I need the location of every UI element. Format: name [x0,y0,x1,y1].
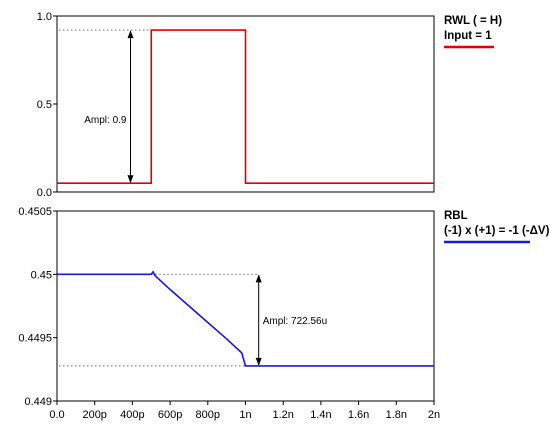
x-tick-label: 0.0 [49,409,64,421]
x-tick-label: 1.6n [348,409,369,421]
x-tick-label: 600p [158,409,182,421]
series-line [57,270,434,367]
x-tick-label: 200p [82,409,106,421]
y-tick-label: 0.0 [37,187,52,199]
legend-subtitle: (-1) x (+1) = -1 (-ΔV) [444,225,550,237]
x-tick-label: 400p [120,409,144,421]
amplitude-arrow-head-top [255,274,262,283]
legend-title: RBL [444,210,468,222]
y-tick-label: 0.449 [24,396,52,408]
amplitude-arrow-head-bottom [255,357,262,366]
rbl-x-axis: 0.0 200p 400p 600p 800p 1n 1.2n 1.4n 1.6n 1.8n 2n [49,401,440,421]
amplitude-arrow-head-top [127,30,134,39]
rbl-reference-lines [59,273,259,367]
rwl-legend: RWL ( = H) Input = 1 [444,15,502,49]
amplitude-label: Ampl: 722.56u [263,316,328,327]
x-tick-label: 1.2n [272,409,293,421]
y-tick-label: 0.5 [37,99,52,111]
legend-subtitle: Input = 1 [444,30,492,42]
rwl-amplitude-annotation: Ampl: 0.9 [84,30,134,184]
series-line [57,29,434,184]
x-tick-label: 800p [196,409,220,421]
rwl-panel: 0.0 0.5 1.0 Ampl: 0.9 RWL ( = H) Input = 1 [37,11,503,199]
rbl-plot-frame [56,210,435,402]
rbl-panel: 0.449 0.4495 0.45 0.4505 0.0 200p 400p 600p 800… [18,206,549,421]
y-tick-label: 0.45 [31,269,52,281]
amplitude-label: Ampl: 0.9 [84,115,127,126]
y-tick-label: 0.4505 [18,206,52,218]
rbl-amplitude-annotation: Ampl: 722.56u [255,274,328,366]
rwl-y-axis: 0.0 0.5 1.0 [37,11,57,199]
x-tick-label: 2n [428,409,440,421]
x-tick-label: 1n [239,409,251,421]
rbl-series [57,270,434,367]
legend-title: RWL ( = H) [444,15,502,27]
x-tick-label: 1.4n [310,409,331,421]
x-tick-label: 1.8n [386,409,407,421]
amplitude-arrow-head-bottom [127,175,134,184]
rbl-y-axis: 0.449 0.4495 0.45 0.4505 [18,206,57,408]
rbl-legend: RBL (-1) x (+1) = -1 (-ΔV) [444,210,550,244]
y-tick-label: 1.0 [37,11,52,23]
y-tick-label: 0.4495 [18,333,52,345]
rwl-series [57,29,434,184]
